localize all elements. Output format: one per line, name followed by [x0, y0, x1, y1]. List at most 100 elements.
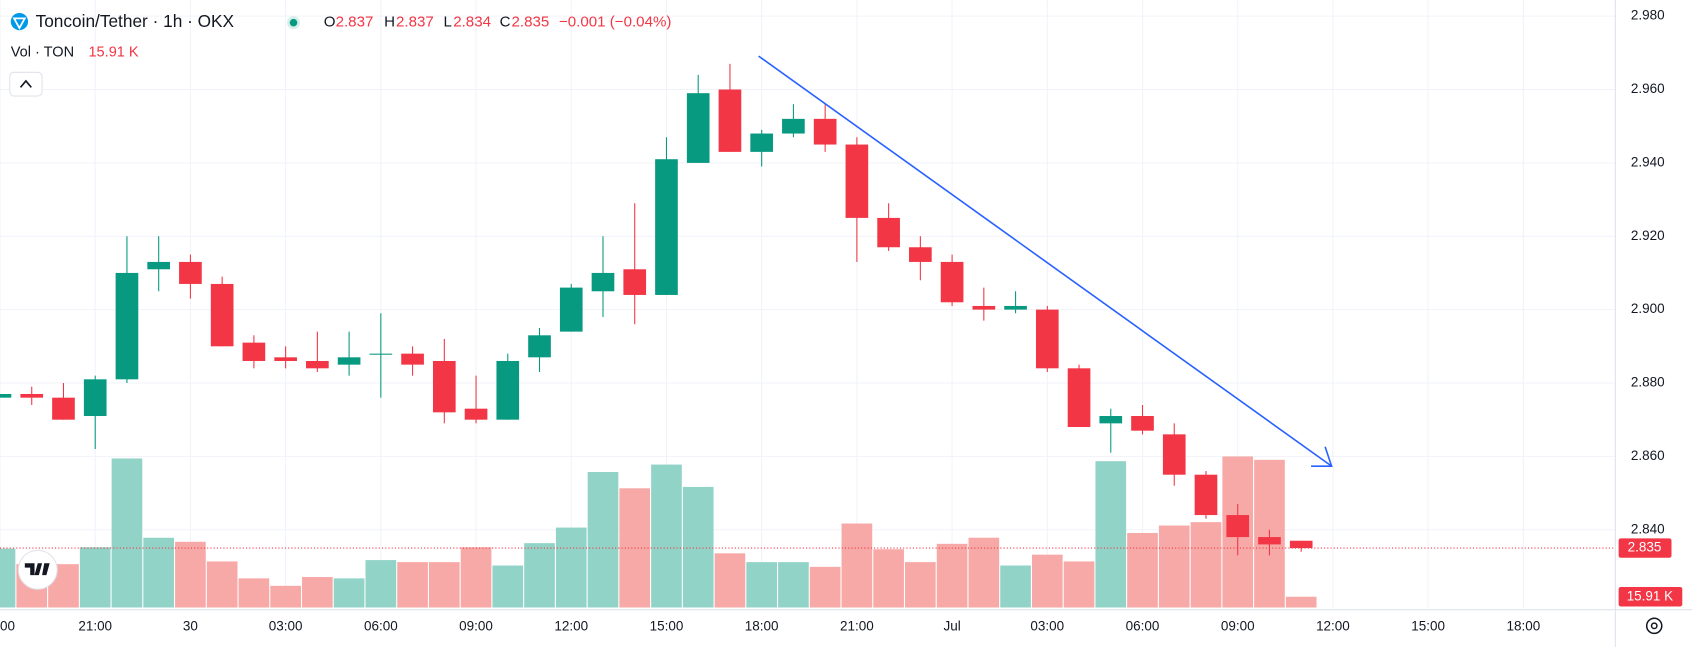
- status-dot: [289, 18, 298, 27]
- candle-body: [655, 159, 678, 295]
- y-tick-label: 2.960: [1631, 81, 1665, 96]
- volume-value: 15.91 K: [88, 45, 138, 61]
- x-tick-label: 15:00: [1411, 618, 1445, 633]
- candle-body: [750, 133, 774, 152]
- y-tick-label: 2.860: [1631, 448, 1665, 463]
- low-value: 2.834: [453, 14, 491, 31]
- volume-bar: [968, 537, 1000, 608]
- x-tick-label: 21:00: [840, 618, 874, 633]
- candle-body: [179, 261, 202, 284]
- x-tick-label: 03:00: [269, 618, 303, 633]
- volume-bar: [682, 486, 714, 608]
- x-tick-label: 12:00: [554, 618, 588, 633]
- volume-bar: [587, 472, 619, 608]
- candle-body: [1131, 416, 1154, 431]
- open-value: 2.837: [336, 14, 374, 31]
- volume-bar: [206, 561, 238, 608]
- volume-bar: [1000, 565, 1031, 608]
- volume-value-box: [1618, 587, 1683, 607]
- high-value: 2.837: [396, 14, 434, 31]
- volume-bar: [905, 562, 936, 608]
- candle-body: [782, 118, 805, 134]
- candle-body: [1035, 309, 1059, 369]
- candle-body: [1004, 305, 1027, 310]
- volume-bar: [1158, 525, 1190, 608]
- volume-label: Vol · TON: [11, 45, 74, 61]
- trend-arrow[interactable]: [758, 55, 1333, 467]
- volume-bar: [746, 562, 778, 608]
- candle-body: [1258, 537, 1281, 545]
- volume-pane: [0, 456, 1317, 608]
- x-tick-label: 12:00: [1316, 618, 1350, 633]
- volume-bar: [1190, 522, 1222, 608]
- candle-body: [591, 272, 615, 292]
- candle-body: [845, 144, 869, 218]
- volume-bar: [428, 562, 460, 608]
- close-value: 2.835: [511, 14, 549, 31]
- candle-body: [83, 379, 107, 417]
- candle-body: [940, 261, 964, 303]
- volume-bar: [365, 560, 397, 608]
- open-label: O: [324, 14, 336, 31]
- volume-value-label: 15.91 K: [1627, 588, 1673, 603]
- candle-body: [52, 397, 75, 420]
- volume-bar: [778, 562, 809, 608]
- volume-bar: [841, 523, 873, 608]
- candle-body: [274, 357, 297, 361]
- volume-bar: [1095, 461, 1127, 608]
- candle-body: [464, 408, 488, 420]
- candle-body: [559, 287, 583, 332]
- change-value: −0.001 (−0.04%): [559, 14, 671, 31]
- volume-bar: [175, 541, 206, 608]
- candle-body: [147, 261, 171, 270]
- volume-bar: [1127, 532, 1158, 608]
- candle-body: [306, 360, 329, 369]
- x-tick-label: 00: [0, 618, 15, 633]
- candle-body: [1194, 474, 1218, 516]
- candle-body: [1099, 416, 1123, 424]
- price-pane: [0, 63, 1313, 556]
- candle-body: [813, 118, 837, 145]
- candle-body: [337, 357, 361, 365]
- y-tick-label: 2.920: [1631, 228, 1665, 243]
- volume-bar: [873, 549, 904, 608]
- candle-body: [401, 353, 424, 365]
- high-label: H: [384, 14, 395, 31]
- last-price-box: [1618, 538, 1672, 558]
- volume-bar: [524, 543, 555, 608]
- x-tick-label: 18:00: [745, 618, 779, 633]
- settings-button[interactable]: [1645, 617, 1663, 635]
- x-tick-label: 06:00: [364, 618, 398, 633]
- collapse-button[interactable]: [9, 71, 43, 97]
- x-tick-label: 06:00: [1126, 618, 1160, 633]
- tradingview-logo[interactable]: [17, 549, 58, 590]
- symbol-icon: [10, 12, 29, 31]
- candle-body: [1289, 540, 1313, 549]
- candle-body: [496, 360, 520, 420]
- volume-bar: [714, 553, 746, 608]
- candle-body: [0, 393, 12, 398]
- candle-body: [1226, 515, 1250, 538]
- x-tick-label: 30: [183, 618, 198, 633]
- volume-bar: [0, 548, 16, 608]
- volume-bar: [397, 562, 428, 608]
- candle-body: [115, 272, 139, 380]
- y-tick-label: 2.840: [1631, 521, 1665, 536]
- volume-bar: [555, 527, 587, 608]
- candle-body: [972, 305, 996, 310]
- symbol-title[interactable]: Toncoin/Tether · 1h · OKX: [36, 11, 235, 31]
- candle-body: [20, 393, 44, 398]
- volume-bar: [302, 577, 333, 608]
- candle-body: [718, 89, 742, 152]
- close-label: C: [500, 14, 511, 31]
- volume-bar: [492, 565, 524, 608]
- volume-bar: [79, 547, 111, 608]
- y-tick-label: 2.880: [1631, 375, 1665, 390]
- candle-body: [528, 335, 551, 358]
- volume-bar: [111, 458, 143, 608]
- x-tick-label: 09:00: [459, 618, 493, 633]
- low-label: L: [444, 14, 452, 31]
- candle-body: [623, 269, 647, 295]
- candle-body: [686, 93, 710, 163]
- x-tick-label: 09:00: [1221, 618, 1255, 633]
